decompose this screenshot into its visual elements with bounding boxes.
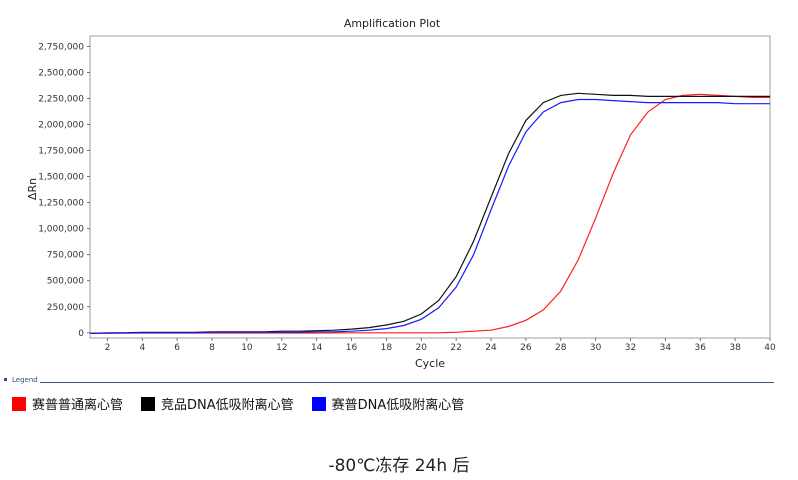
- legend-header: Legend: [12, 376, 38, 384]
- legend-swatch: [141, 396, 156, 411]
- series-lines: [89, 92, 770, 334]
- plot-area: [89, 35, 771, 339]
- legend-item: 竞品DNA低吸附离心管: [141, 394, 294, 413]
- x-tick-label: 34: [660, 343, 672, 353]
- x-tick-label: 4: [139, 343, 145, 353]
- x-tick-label: 14: [311, 343, 323, 353]
- y-tick-label: 500,000: [47, 277, 84, 287]
- y-tick-label: 1,000,000: [38, 225, 84, 235]
- legend-item: 赛普DNA低吸附离心管: [311, 394, 465, 413]
- x-tick-label: 38: [729, 343, 741, 353]
- x-tick-label: 36: [695, 343, 707, 353]
- legend-item: 赛普普通离心管: [12, 394, 123, 413]
- y-tick-label: 1,750,000: [38, 147, 84, 157]
- y-tick-label: 2,250,000: [38, 94, 84, 104]
- x-tick-label: 20: [416, 343, 428, 353]
- chart-title: Amplification Plot: [344, 17, 441, 30]
- y-tick-label: 750,000: [47, 251, 84, 261]
- legend-items: 赛普普通离心管 竞品DNA低吸附离心管 赛普DNA低吸附离心管: [12, 394, 464, 413]
- x-tick-label: 10: [241, 343, 253, 353]
- x-tick-label: 32: [625, 343, 636, 353]
- y-tick-label: 0: [78, 329, 84, 339]
- x-tick-label: 2: [105, 343, 111, 353]
- y-tick-label: 1,250,000: [38, 199, 84, 209]
- y-tick-label: 1,500,000: [38, 173, 84, 183]
- y-axis: 0 250,000 500,000 750,000 1,000,000 1,250,000…: [38, 42, 90, 339]
- x-tick-label: 30: [590, 343, 602, 353]
- amplification-plot: Amplification Plot 0 250,000 500,000 750,00…: [26, 17, 776, 370]
- legend-swatch: [12, 396, 26, 411]
- x-tick-label: 26: [520, 343, 532, 353]
- figure-caption: -80℃冻存 24h 后: [328, 456, 470, 476]
- y-axis-label: ΔRn: [26, 178, 39, 200]
- x-tick-label: 40: [764, 343, 776, 353]
- x-tick-label: 24: [485, 343, 497, 353]
- legend-label: 赛普DNA低吸附离心管: [331, 398, 465, 413]
- x-axis: 2 4 6 8 10 12 14 16 18 20 22 24 26 28 30 32 34 36 38 40: [105, 338, 776, 353]
- series-line-3: [89, 98, 770, 334]
- y-tick-label: 250,000: [47, 303, 84, 313]
- y-tick-label: 2,000,000: [38, 121, 84, 131]
- x-tick-label: 22: [450, 343, 461, 353]
- y-tick-label: 2,750,000: [38, 42, 84, 52]
- legend-collapse-icon[interactable]: [4, 378, 7, 381]
- legend: Legend 赛普普通离心管 竞品DNA低吸附离心管 赛普DNA低吸附离心管: [0, 376, 798, 416]
- x-tick-label: 16: [346, 343, 358, 353]
- x-tick-label: 6: [174, 343, 180, 353]
- plot-frame: [89, 35, 771, 339]
- legend-swatch: [311, 396, 326, 411]
- legend-label: 赛普普通离心管: [32, 398, 124, 413]
- x-tick-label: 28: [555, 343, 567, 353]
- legend-divider: [40, 382, 774, 383]
- x-tick-label: 18: [381, 343, 393, 353]
- x-tick-label: 12: [276, 343, 287, 353]
- legend-label: 竞品DNA低吸附离心管: [161, 398, 294, 413]
- x-tick-label: 8: [209, 343, 215, 353]
- y-tick-label: 2,500,000: [38, 68, 84, 78]
- x-axis-label: Cycle: [415, 357, 445, 370]
